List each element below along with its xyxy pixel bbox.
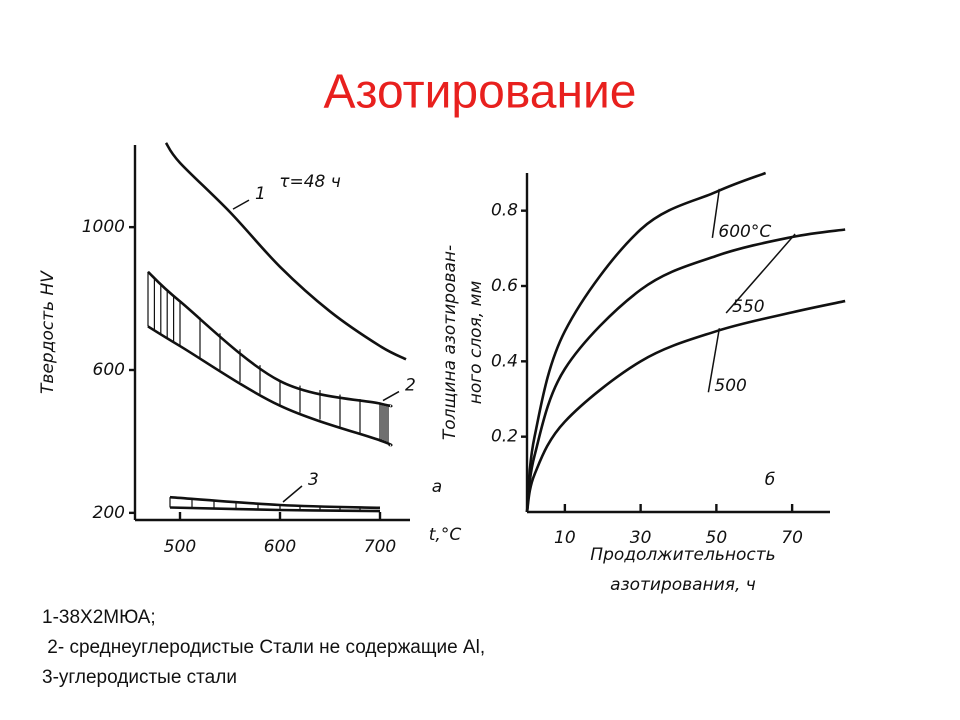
series-label: 3 — [308, 470, 319, 490]
curve — [525, 228, 846, 513]
y-tick-label: 600 — [93, 360, 125, 380]
x-axis-label: Продолжительность — [590, 545, 775, 565]
leader — [711, 188, 721, 238]
slide-title: Азотирование — [324, 66, 637, 119]
curve — [525, 299, 846, 513]
x-tick-label: 10 — [554, 528, 576, 548]
leader — [382, 390, 400, 402]
series-label: 600°С — [718, 222, 771, 242]
note: 1-38Х2МЮА; — [42, 607, 156, 628]
y-axis-label: ного слоя, мм — [466, 281, 486, 405]
x-tick-label: 50 — [706, 528, 728, 548]
y-tick-label: 0.2 — [491, 427, 518, 447]
series-label: 500 — [714, 376, 746, 396]
leader — [282, 485, 303, 503]
leader — [707, 328, 721, 393]
x-axis-label: t,°C — [429, 525, 462, 545]
annotation: τ=48 ч — [279, 172, 341, 192]
x-tick-label: 600 — [264, 537, 296, 557]
curve — [525, 171, 767, 513]
y-axis-label: Твердость HV — [38, 270, 58, 394]
y-tick-label: 200 — [93, 503, 125, 523]
curve — [147, 325, 393, 447]
curve — [164, 142, 407, 361]
annotation: б — [765, 470, 775, 490]
leader — [725, 233, 796, 314]
x-tick-label: 500 — [164, 537, 196, 557]
note: 2- среднеуглеродистые Стали не содержащи… — [42, 637, 485, 658]
x-tick-label: 700 — [364, 537, 396, 557]
x-tick-label: 70 — [781, 528, 803, 548]
leader — [232, 199, 250, 210]
note: 3-углеродистые стали — [42, 667, 237, 688]
series-label: 550 — [732, 297, 764, 317]
curve — [169, 506, 381, 513]
y-tick-label: 0.6 — [491, 276, 518, 296]
y-axis-label: Толщина азотирован- — [440, 245, 460, 440]
y-tick-label: 1000 — [82, 217, 125, 237]
curve — [169, 495, 381, 510]
y-tick-label: 0.8 — [491, 201, 518, 221]
curve — [147, 270, 393, 408]
series-label: 2 — [405, 376, 416, 396]
y-tick-label: 0.4 — [491, 351, 518, 371]
annotation: а — [432, 477, 442, 497]
x-tick-label: 30 — [630, 528, 652, 548]
series-label: 1 — [255, 184, 266, 204]
x-axis-label: азотирования, ч — [610, 575, 756, 595]
